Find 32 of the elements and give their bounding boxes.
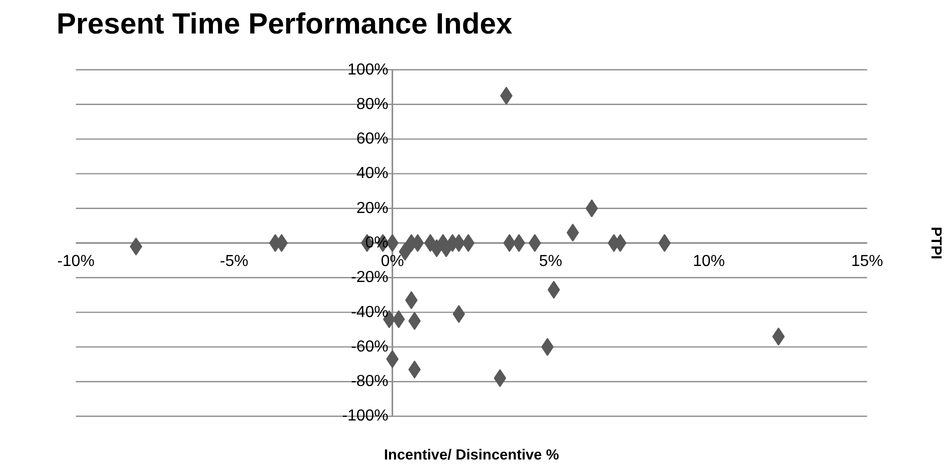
y-tick-label: -60% (351, 338, 388, 356)
point (386, 350, 399, 368)
x-axis-title: Incentive/ Disincentive % (384, 448, 560, 464)
x-tick-label: 15% (851, 253, 884, 270)
y-tick-label: 80% (356, 96, 388, 113)
point (408, 312, 421, 330)
x-tick-label: -5% (220, 253, 248, 270)
point (452, 305, 466, 324)
x-tick-label: -10% (57, 253, 95, 270)
y-tick-label: 20% (356, 200, 388, 217)
y-tick-label: -20% (351, 269, 388, 286)
point (408, 360, 421, 378)
point (503, 234, 516, 252)
x-tick-label: 10% (692, 253, 725, 270)
point (130, 237, 142, 256)
y-tick-label: -100% (342, 408, 388, 425)
chart-title: Present Time Performance Index (56, 8, 514, 40)
point (494, 369, 506, 388)
y-tick-label: -80% (351, 373, 388, 390)
x-tick-label: 0% (380, 253, 404, 270)
y-axis-title: PTPI (928, 226, 944, 260)
point (512, 234, 526, 252)
y-tick-label: 60% (356, 130, 388, 148)
y-tick-label: 0% (365, 234, 388, 252)
y-tick-label: 100% (347, 61, 388, 78)
x-tick-label: 5% (539, 253, 562, 270)
y-tick-label: 40% (356, 165, 388, 182)
y-tick-label: -40% (351, 304, 388, 321)
point (541, 338, 554, 356)
point (658, 234, 671, 252)
point (405, 291, 418, 310)
point (772, 328, 785, 346)
